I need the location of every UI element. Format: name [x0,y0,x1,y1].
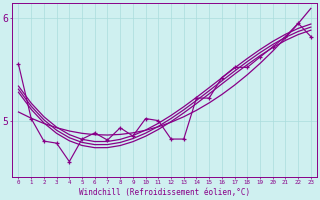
X-axis label: Windchill (Refroidissement éolien,°C): Windchill (Refroidissement éolien,°C) [79,188,250,197]
